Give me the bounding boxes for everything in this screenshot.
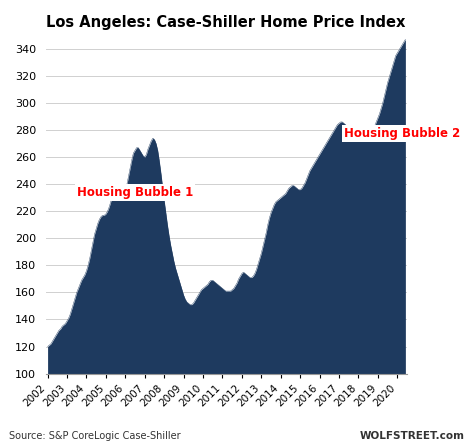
Text: WOLFSTREET.com: WOLFSTREET.com [359,431,465,441]
Text: Housing Bubble 1: Housing Bubble 1 [77,187,193,199]
Text: Housing Bubble 2: Housing Bubble 2 [344,127,460,140]
Text: Source: S&P CoreLogic Case-Shiller: Source: S&P CoreLogic Case-Shiller [9,431,181,441]
Text: Los Angeles: Case-Shiller Home Price Index: Los Angeles: Case-Shiller Home Price Ind… [46,15,405,30]
